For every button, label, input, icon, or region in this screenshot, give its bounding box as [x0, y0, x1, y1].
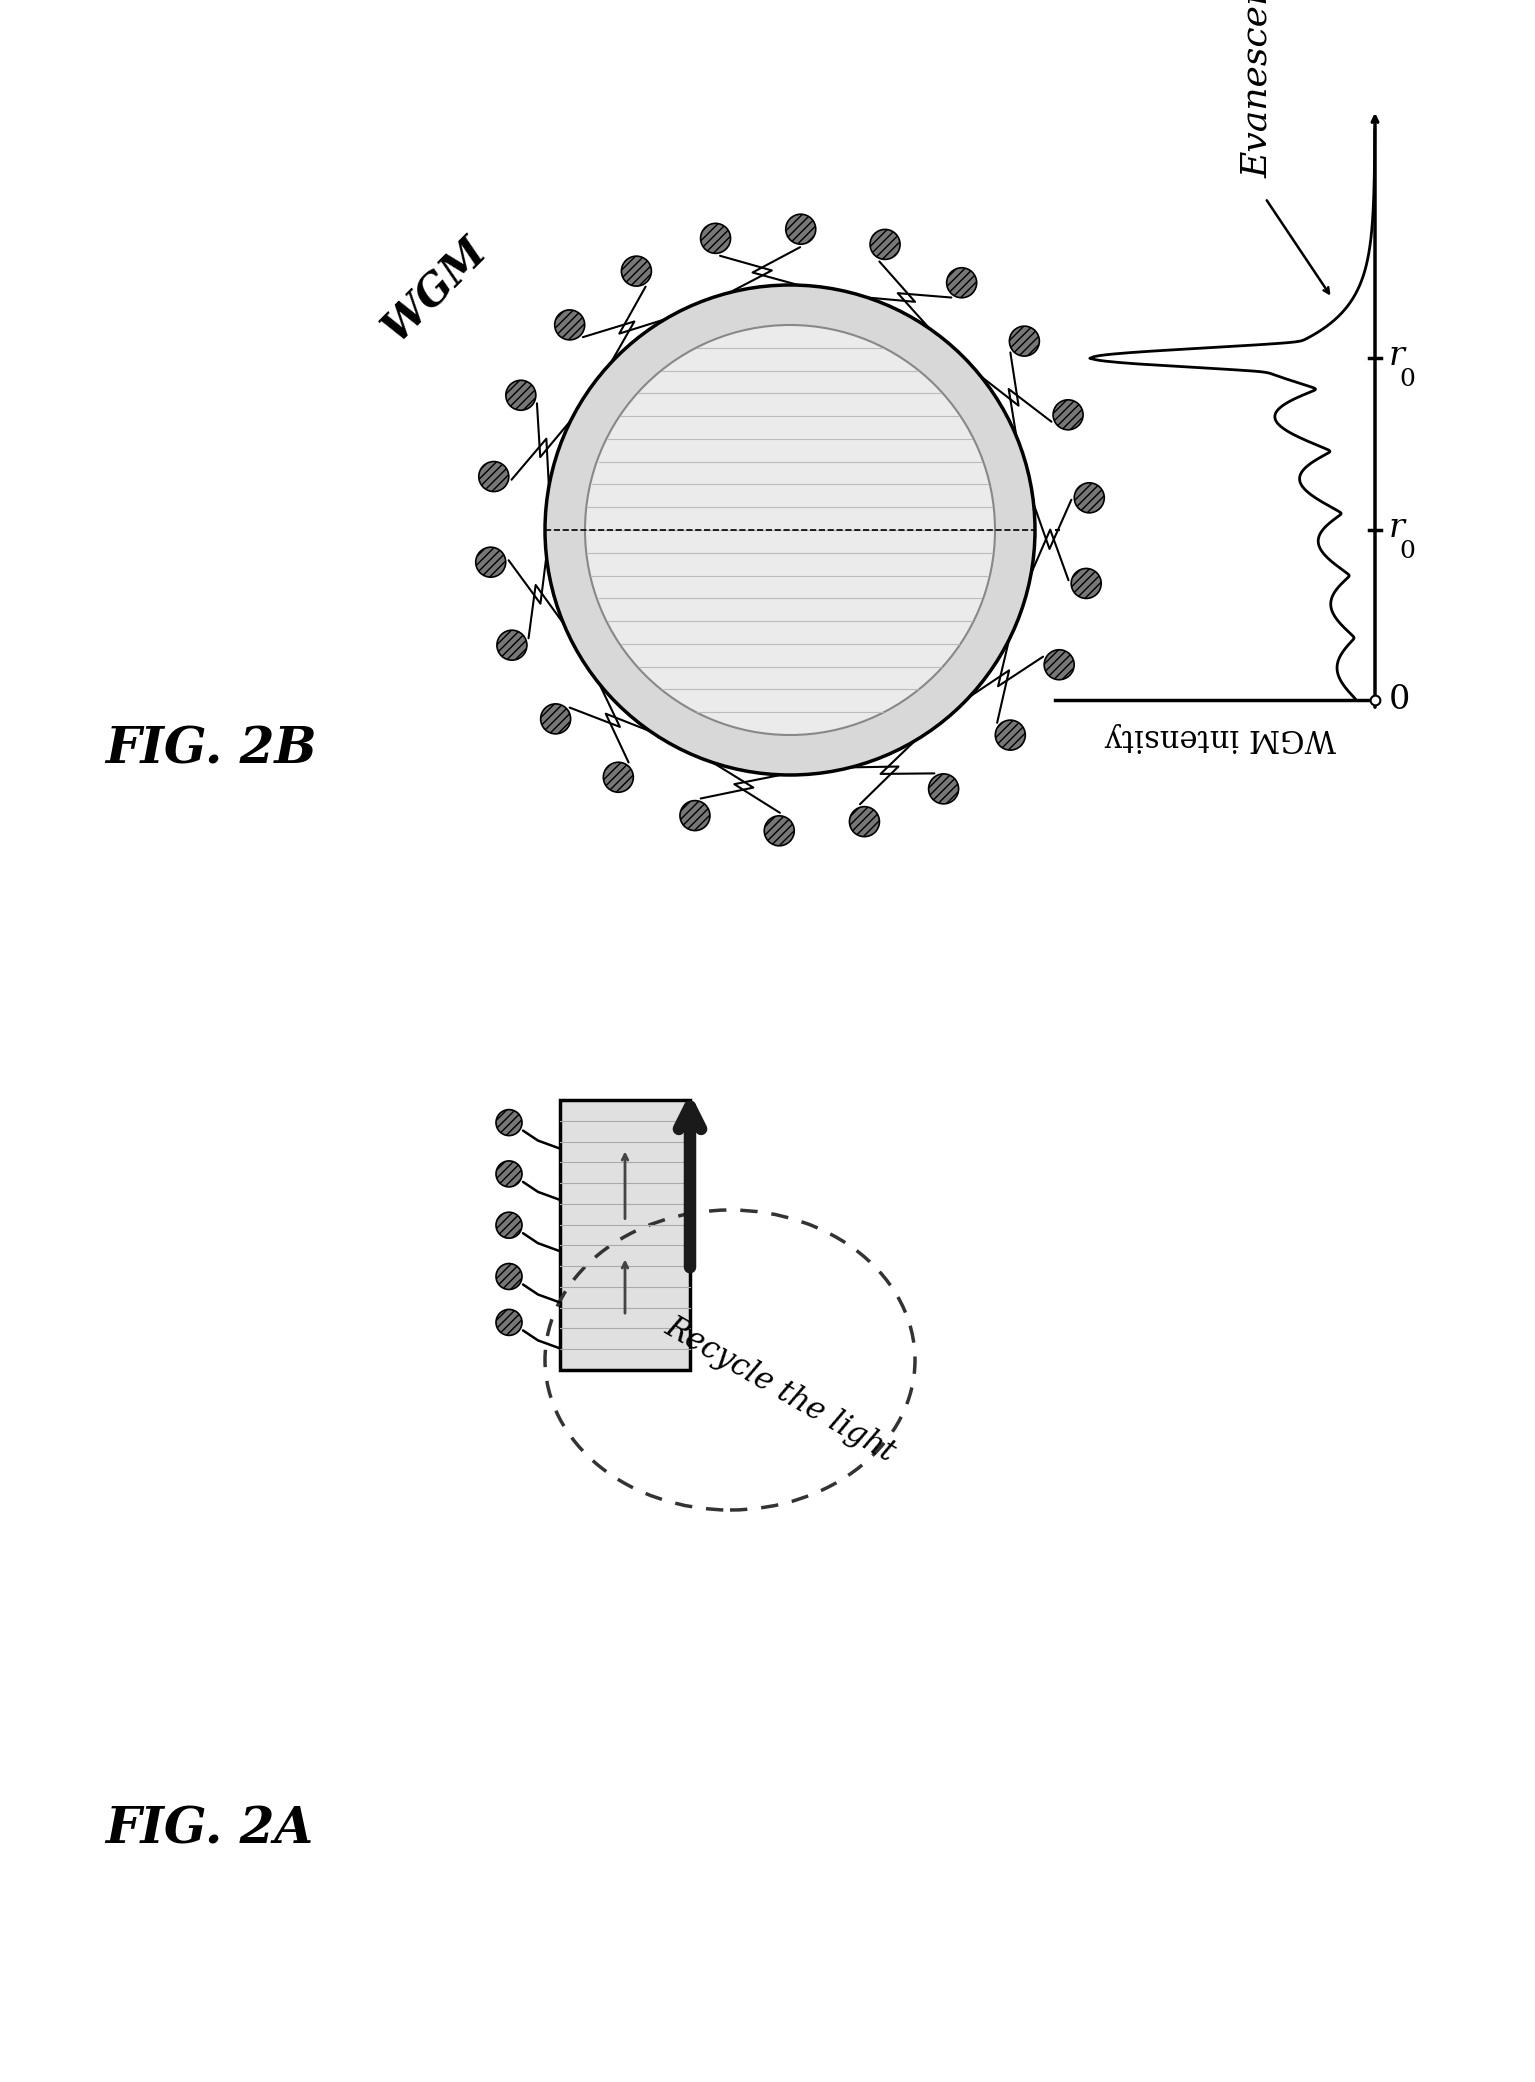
Circle shape: [929, 775, 958, 804]
Text: 0: 0: [1398, 539, 1415, 562]
Bar: [560, 1099, 691, 1370]
Text: 0: 0: [1389, 685, 1411, 716]
Circle shape: [496, 1162, 522, 1187]
Circle shape: [622, 256, 651, 285]
Circle shape: [497, 631, 527, 660]
Circle shape: [496, 1264, 522, 1289]
Circle shape: [1010, 327, 1039, 356]
Circle shape: [1071, 568, 1101, 598]
Circle shape: [585, 325, 995, 735]
Circle shape: [870, 229, 900, 260]
Text: WGM intensity: WGM intensity: [1104, 722, 1335, 754]
Text: r: r: [1389, 512, 1405, 543]
Circle shape: [540, 704, 571, 733]
Text: Evanescent: Evanescent: [1240, 0, 1274, 177]
Text: FIG. 2B: FIG. 2B: [104, 725, 316, 775]
Circle shape: [545, 285, 1035, 775]
Circle shape: [554, 310, 585, 339]
Circle shape: [947, 269, 976, 298]
Circle shape: [995, 720, 1025, 750]
Circle shape: [680, 802, 711, 831]
Circle shape: [496, 1310, 522, 1335]
Circle shape: [496, 1212, 522, 1239]
Text: WGM: WGM: [375, 229, 496, 350]
Circle shape: [1074, 483, 1104, 512]
Circle shape: [764, 816, 794, 845]
Circle shape: [476, 548, 505, 577]
Circle shape: [849, 806, 880, 837]
Circle shape: [700, 223, 731, 254]
Text: FIG. 2A: FIG. 2A: [104, 1805, 313, 1855]
Circle shape: [603, 762, 634, 793]
Text: Recycle the light: Recycle the light: [660, 1312, 901, 1468]
Circle shape: [1044, 650, 1074, 679]
Circle shape: [1053, 400, 1084, 429]
Text: 0: 0: [1398, 369, 1415, 391]
Text: r: r: [1389, 339, 1405, 373]
Circle shape: [479, 462, 508, 491]
Circle shape: [786, 214, 815, 244]
Circle shape: [496, 1110, 522, 1135]
Circle shape: [507, 381, 536, 410]
